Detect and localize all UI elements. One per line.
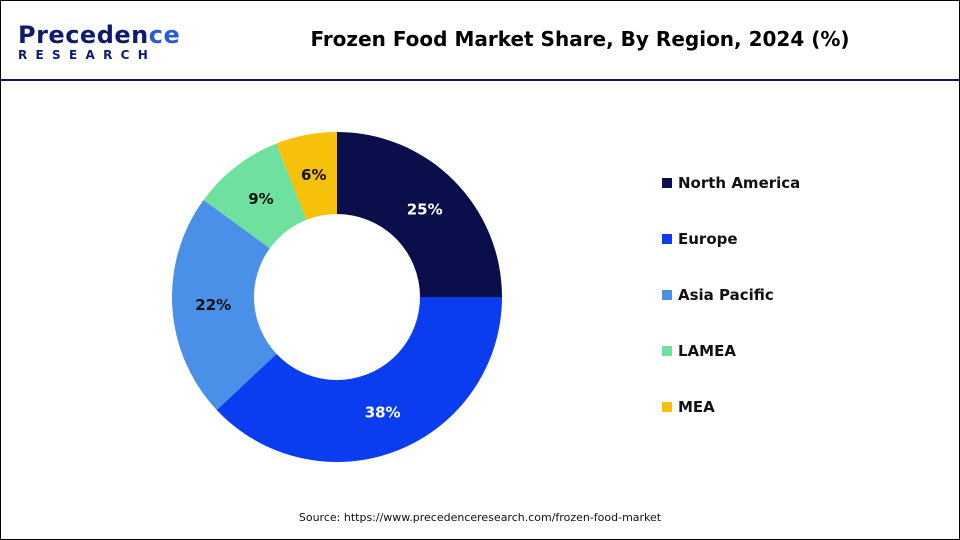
donut-slice-asia-pacific — [171, 200, 277, 410]
data-label: 38% — [365, 403, 401, 421]
legend-label: North America — [678, 174, 801, 192]
legend-item: North America — [662, 174, 800, 192]
legend-label: LAMEA — [678, 342, 736, 360]
legend-label: Europe — [678, 230, 738, 248]
legend-item: MEA — [662, 398, 715, 416]
legend-item: Asia Pacific — [662, 286, 774, 304]
donut-slice-europe — [216, 297, 503, 462]
legend-label: MEA — [678, 398, 715, 416]
data-label: 25% — [407, 200, 443, 218]
data-label: 9% — [248, 190, 273, 208]
legend-swatch — [662, 178, 672, 188]
logo-text: RESEAR — [18, 48, 121, 62]
source-note: Source: https://www.precedenceresearch.c… — [298, 511, 662, 524]
chart-title: Frozen Food Market Share, By Region, 202… — [310, 27, 850, 51]
legend-swatch — [662, 402, 672, 412]
legend-swatch — [662, 290, 672, 300]
legend-swatch — [662, 234, 672, 244]
legend-item: LAMEA — [662, 342, 736, 360]
header-divider — [1, 79, 959, 81]
legend-swatch — [662, 346, 672, 356]
donut-slice-north-america — [337, 132, 502, 297]
precedence-research-logo: Precedence RESEARCH — [18, 22, 180, 62]
logo-text: receden — [36, 21, 149, 49]
data-label: 6% — [301, 166, 326, 184]
data-label: 22% — [195, 296, 231, 314]
logo-text: P — [18, 21, 37, 49]
logo-text: ce — [148, 21, 181, 49]
logo-text: CH — [120, 48, 157, 62]
donut-slice-lamea — [203, 143, 307, 249]
legend-label: Asia Pacific — [678, 286, 774, 304]
legend-item: Europe — [662, 230, 738, 248]
donut-slice-mea — [276, 132, 337, 220]
